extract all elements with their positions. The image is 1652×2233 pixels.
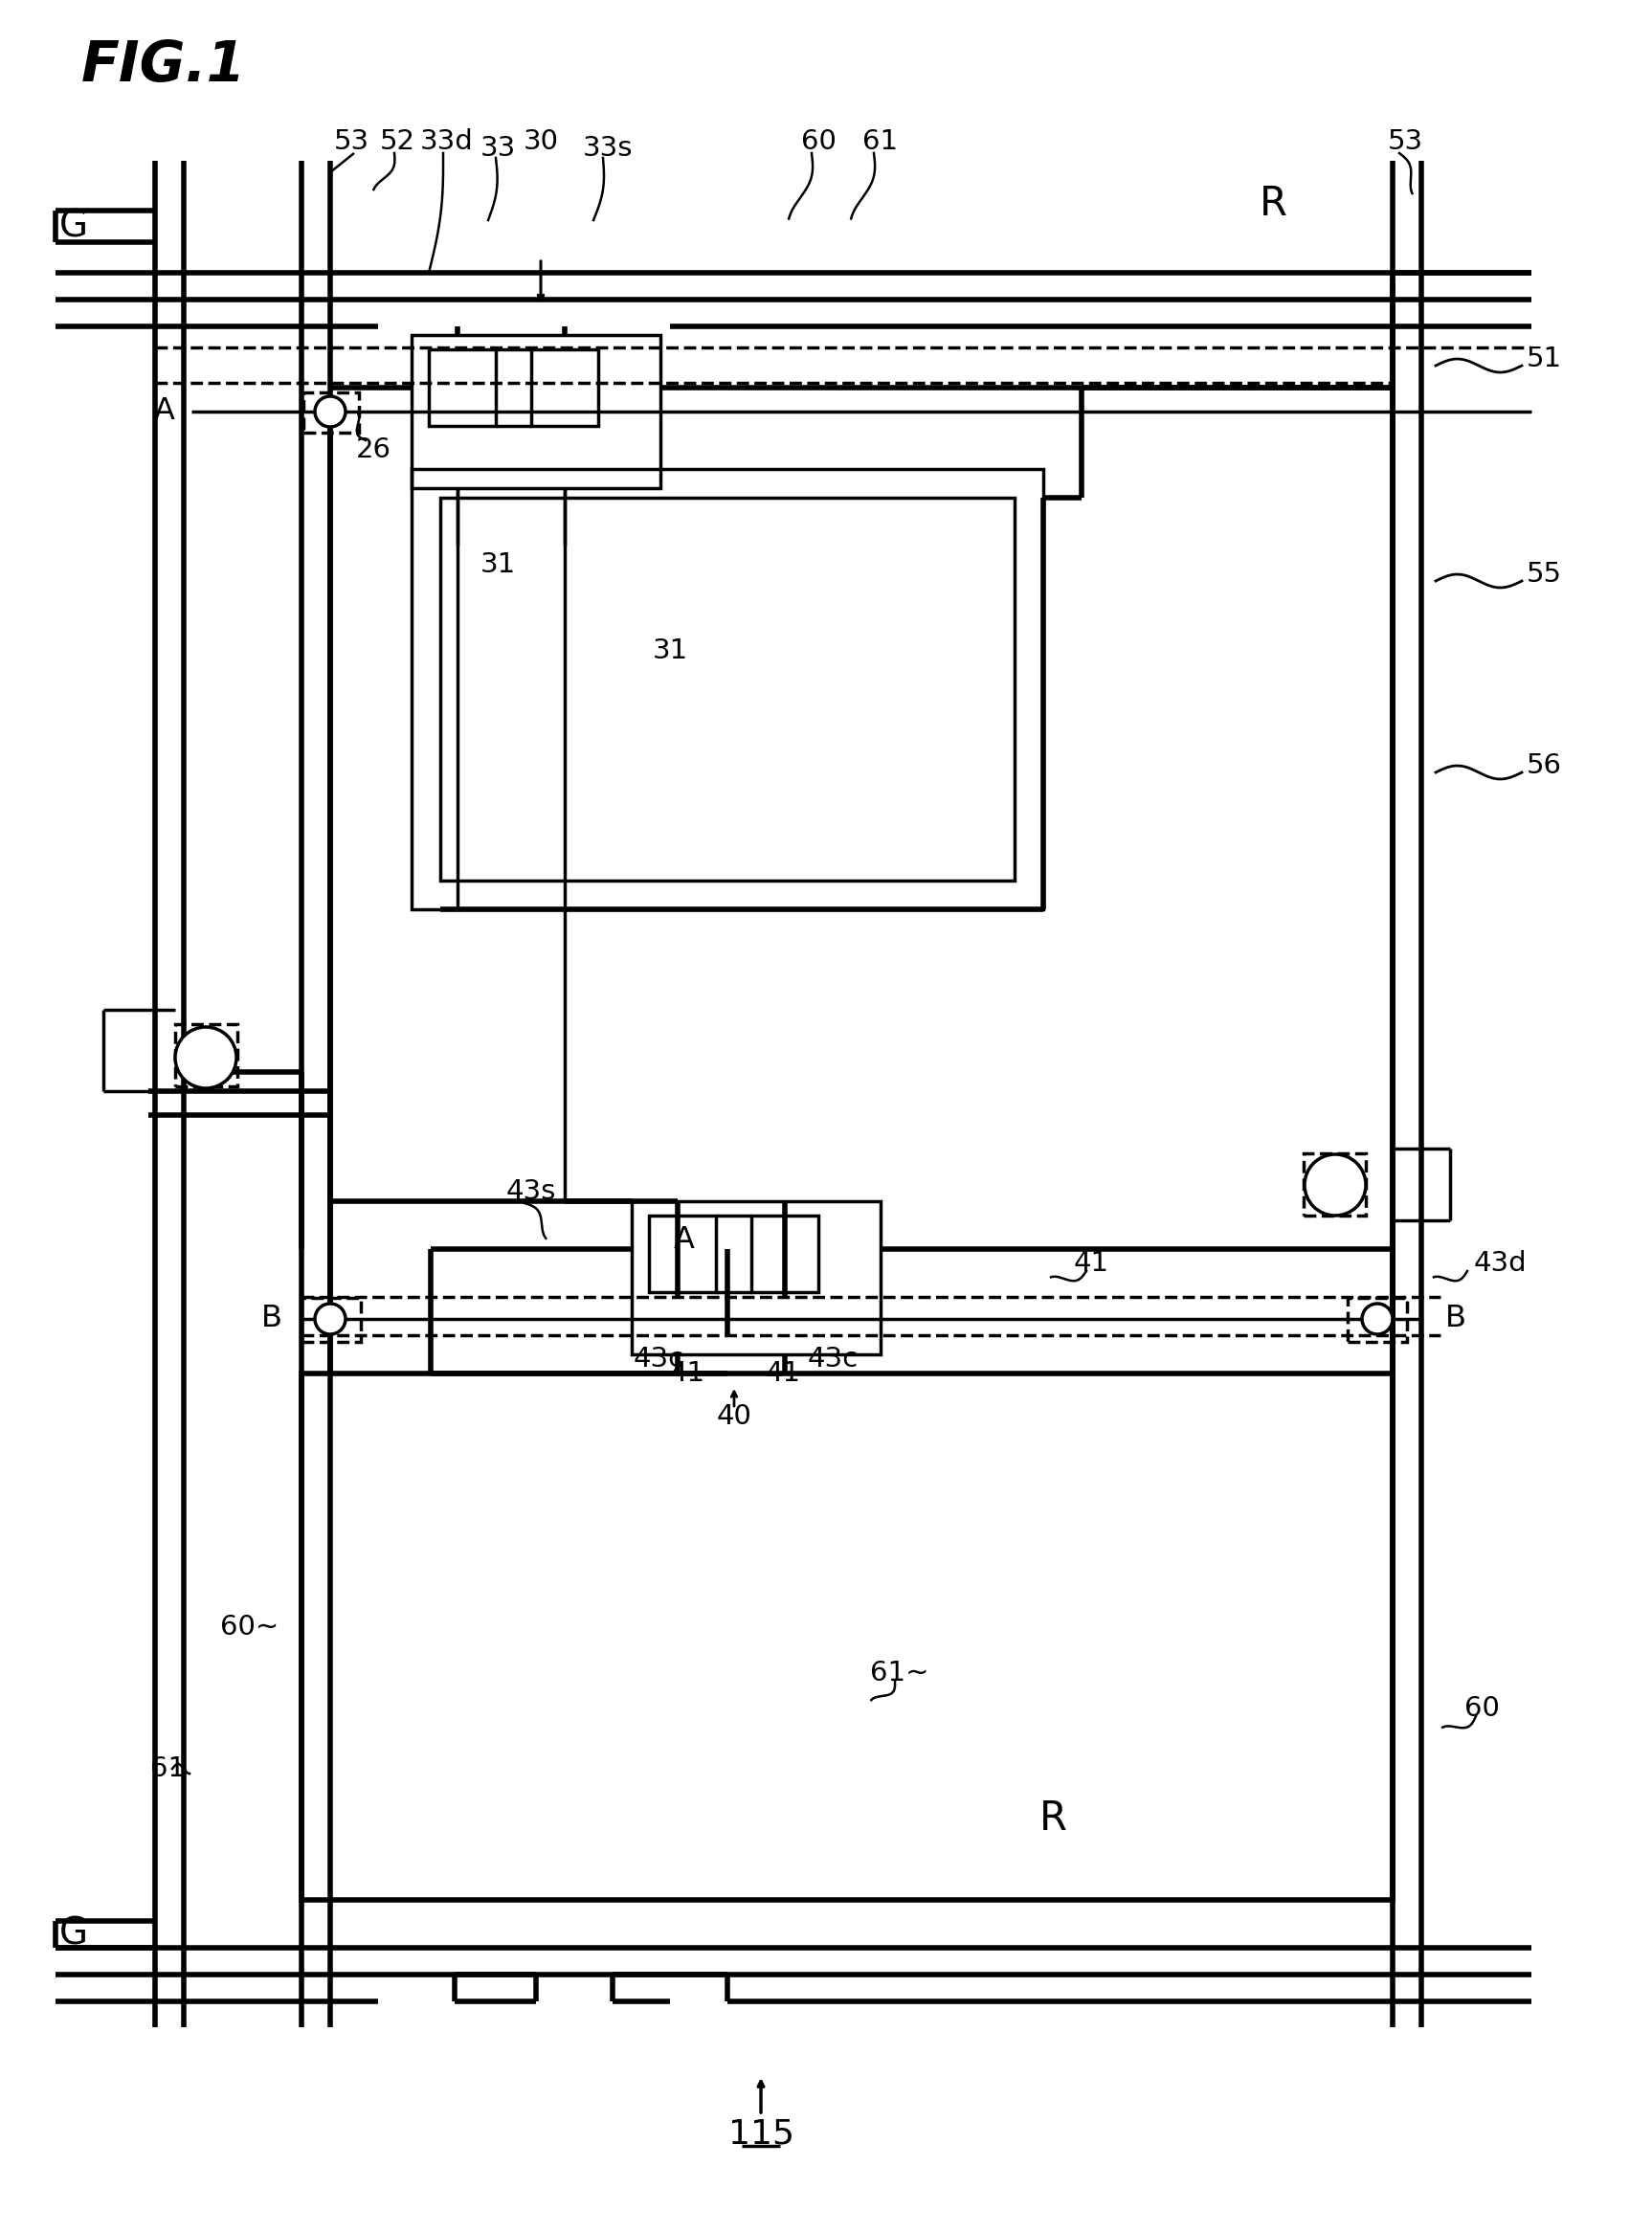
Text: 55: 55 [1526, 560, 1563, 587]
Text: FIG.1: FIG.1 [81, 38, 246, 92]
Bar [430, 348, 496, 427]
Text: 115: 115 [729, 2119, 795, 2150]
Bar [302, 1297, 360, 1342]
Text: G: G [59, 208, 88, 246]
Text: A: A [674, 1224, 695, 1255]
Text: 33: 33 [479, 134, 515, 161]
Text: 41: 41 [765, 1360, 801, 1387]
Text: R: R [1259, 183, 1287, 223]
Text: 60∼: 60∼ [220, 1614, 279, 1641]
Text: 60: 60 [1464, 1695, 1500, 1722]
Circle shape [316, 395, 345, 427]
Bar [302, 1373, 1393, 1900]
Text: 33d: 33d [420, 127, 474, 154]
Circle shape [1361, 1304, 1393, 1335]
Text: 61: 61 [150, 1755, 185, 1782]
Text: 53: 53 [1388, 127, 1422, 154]
Text: 43d: 43d [1474, 1250, 1526, 1277]
Circle shape [316, 1304, 345, 1335]
Text: A: A [154, 397, 175, 427]
Bar [752, 1215, 818, 1293]
Bar [411, 469, 1044, 909]
Bar [649, 1215, 715, 1293]
Bar [304, 393, 358, 433]
Text: 43c: 43c [633, 1346, 684, 1373]
Bar [1303, 1154, 1366, 1215]
Text: 26: 26 [355, 435, 392, 462]
Text: B: B [1446, 1304, 1467, 1333]
Text: 52: 52 [380, 127, 415, 154]
Circle shape [1305, 1154, 1366, 1215]
Text: 30: 30 [524, 127, 558, 154]
Text: 51: 51 [1526, 346, 1563, 373]
Text: 61∼: 61∼ [871, 1659, 928, 1686]
Text: 41: 41 [1074, 1250, 1108, 1277]
Bar [532, 348, 598, 427]
Text: 33s: 33s [583, 134, 633, 161]
Bar [441, 498, 1014, 880]
Text: 40: 40 [717, 1402, 752, 1429]
Text: 61: 61 [862, 127, 899, 154]
Text: 43s: 43s [506, 1179, 557, 1206]
Text: B: B [261, 1304, 282, 1333]
Text: R: R [1039, 1798, 1067, 1838]
Text: G: G [59, 1916, 88, 1952]
Text: 53: 53 [334, 127, 368, 154]
Text: 60: 60 [801, 127, 836, 154]
Text: 43c: 43c [808, 1346, 857, 1373]
Circle shape [175, 1027, 236, 1087]
Bar [411, 335, 661, 489]
Text: 31: 31 [479, 552, 515, 578]
Text: 41: 41 [669, 1360, 705, 1387]
Bar [175, 1025, 238, 1085]
Text: 56: 56 [1526, 753, 1563, 779]
Bar [1348, 1297, 1408, 1342]
Text: 31: 31 [653, 636, 687, 663]
Bar [631, 1201, 881, 1355]
